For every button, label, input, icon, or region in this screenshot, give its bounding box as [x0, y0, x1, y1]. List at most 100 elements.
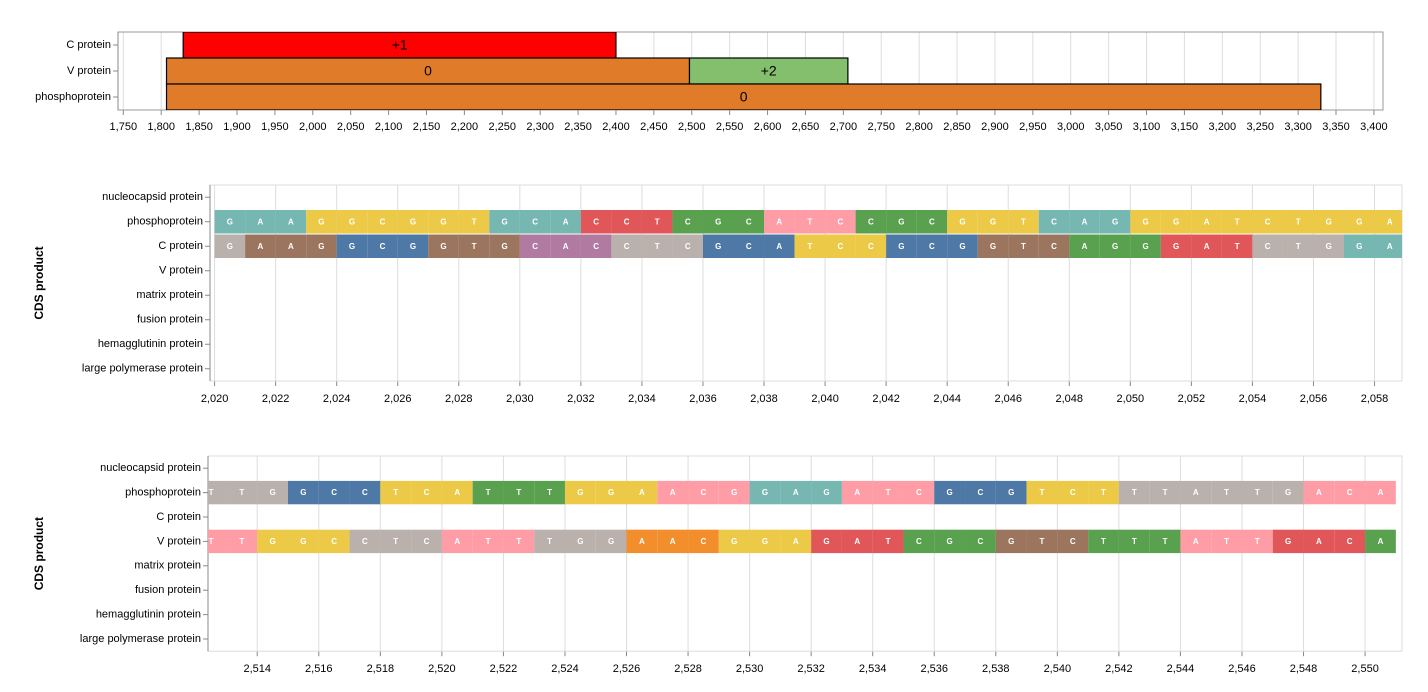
base-cell — [288, 480, 319, 505]
chart-panel: 2,020 2,022 2,024 2,026 2,028 2,030 2,032 2,034… — [32, 184, 1403, 405]
base-cell — [855, 234, 887, 258]
base-letter: A — [288, 242, 294, 251]
base-letter: A — [454, 488, 460, 497]
base-letter: C — [362, 488, 368, 497]
base-cell — [1057, 529, 1089, 554]
base-cell — [318, 529, 350, 554]
base-cell — [977, 210, 1009, 234]
x-tick-label: 2,250 — [489, 121, 517, 133]
base-letter: C — [746, 242, 752, 251]
x-tick-label: 2,034 — [628, 393, 656, 405]
base-cell — [1160, 234, 1192, 258]
base-cell — [257, 529, 289, 554]
base-cell — [1344, 210, 1375, 234]
base-cell — [780, 529, 812, 554]
base-letter: G — [270, 537, 276, 546]
base-letter: C — [837, 242, 843, 251]
base-cell — [458, 210, 490, 234]
base-letter: C — [1265, 217, 1271, 226]
y-axis-title: CDS product — [32, 246, 46, 319]
x-tick-label: 2,036 — [689, 393, 717, 405]
base-cell — [965, 529, 996, 554]
base-letter: C — [701, 488, 707, 497]
base-letter: G — [318, 242, 324, 251]
base-letter: A — [854, 537, 860, 546]
base-letter: G — [898, 242, 904, 251]
x-tick-label: 2,544 — [1167, 663, 1195, 675]
base-cell — [1180, 529, 1212, 554]
base-letter: G — [1173, 217, 1179, 226]
x-tick-label: 2,040 — [811, 393, 839, 405]
y-axis-title: CDS product — [32, 517, 46, 590]
base-cell — [411, 529, 442, 554]
x-tick-label: 2,850 — [943, 121, 971, 133]
base-cell — [1252, 234, 1283, 258]
base-letter: G — [440, 242, 446, 251]
base-letter: T — [1255, 537, 1260, 546]
base-letter: G — [440, 217, 446, 226]
base-letter: T — [807, 242, 812, 251]
base-letter: A — [854, 488, 860, 497]
x-tick-label: 2,058 — [1361, 393, 1389, 405]
base-letter: G — [959, 217, 965, 226]
base-cell — [595, 529, 627, 554]
base-letter: C — [1070, 537, 1076, 546]
base-letter: A — [670, 537, 676, 546]
base-letter: C — [362, 537, 368, 546]
base-letter: T — [1040, 537, 1045, 546]
base-letter: G — [1285, 537, 1291, 546]
base-letter: G — [823, 537, 829, 546]
base-letter: C — [424, 537, 430, 546]
base-letter: G — [410, 242, 416, 251]
base-cell — [226, 529, 258, 554]
base-cell — [306, 234, 337, 258]
base-cell — [749, 480, 781, 505]
x-tick-label: 2,600 — [754, 121, 782, 133]
base-letter: C — [1051, 217, 1057, 226]
base-letter: G — [715, 217, 721, 226]
frame-bar — [165, 57, 691, 85]
x-tick-label: 2,200 — [451, 121, 479, 133]
base-letter: A — [1204, 217, 1210, 226]
base-cell — [208, 529, 227, 554]
base-cell — [519, 234, 551, 258]
base-letter: A — [670, 488, 676, 497]
x-tick-label: 2,028 — [445, 393, 473, 405]
x-tick-label: 3,150 — [1171, 121, 1199, 133]
base-cell — [1026, 480, 1058, 505]
base-letter: A — [1387, 217, 1393, 226]
base-letter: T — [1101, 537, 1106, 546]
x-tick-label: 3,000 — [1057, 121, 1085, 133]
base-cell — [580, 210, 612, 234]
base-cell — [318, 480, 350, 505]
y-tick-label: fusion protein — [137, 314, 203, 326]
base-cell — [226, 480, 258, 505]
base-cell — [489, 234, 520, 258]
base-letter: G — [608, 537, 614, 546]
x-tick-label: 2,522 — [490, 663, 518, 675]
y-tick-label: V protein — [157, 535, 201, 547]
base-cell — [245, 234, 276, 258]
base-letter: T — [807, 217, 812, 226]
base-letter: G — [731, 537, 737, 546]
base-cell — [1221, 234, 1253, 258]
base-letter: G — [349, 217, 355, 226]
base-letter: C — [331, 488, 337, 497]
base-cell — [702, 210, 734, 234]
base-letter: C — [701, 537, 707, 546]
base-letter: C — [532, 217, 538, 226]
base-cell — [550, 234, 581, 258]
base-letter: C — [1070, 488, 1076, 497]
base-cell — [1344, 234, 1375, 258]
base-cell — [611, 234, 642, 258]
base-letter: A — [1316, 537, 1322, 546]
base-cell — [1038, 210, 1070, 234]
x-tick-label: 2,050 — [1117, 393, 1145, 405]
base-letter: T — [547, 537, 552, 546]
x-tick-label: 2,054 — [1239, 393, 1267, 405]
base-letter: T — [1296, 217, 1301, 226]
x-tick-label: 2,450 — [640, 121, 668, 133]
base-cell — [749, 529, 781, 554]
base-letter: C — [929, 217, 935, 226]
